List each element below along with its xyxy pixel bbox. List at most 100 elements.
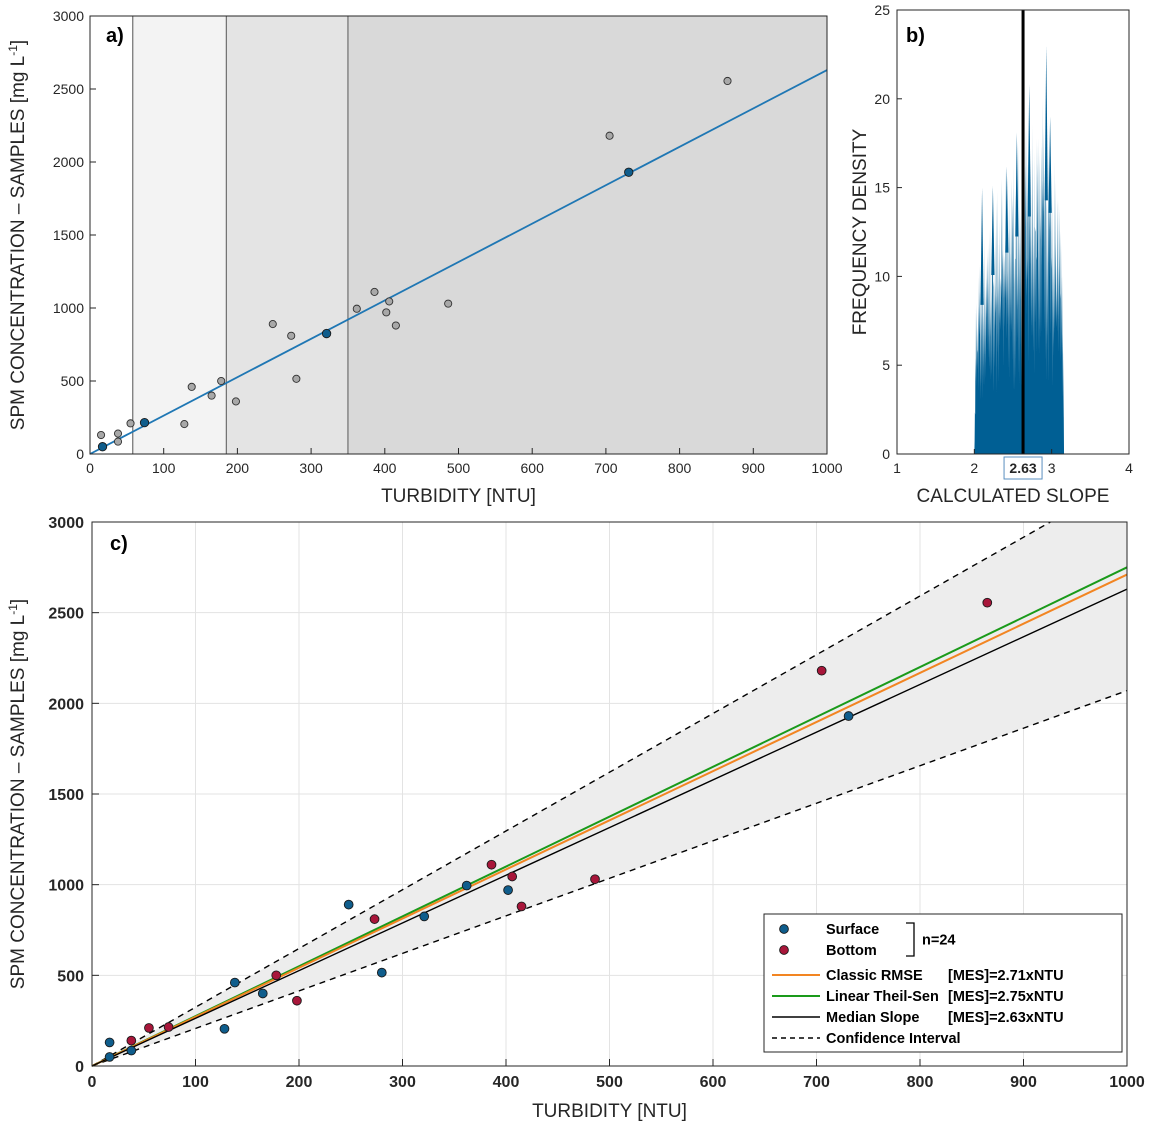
x-tick-label-5: 500 (447, 460, 471, 476)
gray-point-10 (287, 331, 296, 340)
legend-rmse-label: Classic RMSE (826, 968, 923, 984)
histogram-peak-5 (1044, 45, 1048, 201)
x-axis-label: TURBIDITY [NTU] (381, 486, 536, 507)
histogram-peak-4 (1027, 84, 1031, 217)
panel-a-turbidity-scatter: 0 100 200 300 400 500 600 700 800 900 1000 0 500 1000… (6, 8, 843, 507)
fit-line (89, 69, 828, 455)
y-tick-label-2: 10 (874, 268, 890, 284)
surface-point-10 (503, 885, 513, 895)
highlight-point-1 (139, 417, 150, 428)
legend-confidence-interval-label: Confidence Interval (826, 1031, 961, 1047)
gray-point-8 (231, 397, 240, 406)
y-tick-label-2: 1000 (48, 878, 84, 895)
surface-point-7 (376, 967, 387, 978)
bottom-point-8 (516, 901, 527, 912)
surface-point-1 (104, 1037, 115, 1048)
panel-label-c: c) (110, 533, 128, 555)
legend: Surface Bottom n=24 Classic RMSE [MES]=2.71x… (763, 913, 1123, 1053)
bottom-point-10 (816, 665, 827, 676)
y-tick-label-5: 2500 (48, 606, 84, 623)
zone-1 (132, 16, 227, 454)
gray-point-19 (723, 76, 732, 86)
panel-b-slope-histogram: 1 2 3 4 0 5 10 15 20 25 2.63 CALCULATED SLOPE FREQUE… (850, 2, 1133, 507)
bottom-point-1 (144, 1023, 154, 1033)
x-tick-label-2: 200 (286, 1074, 313, 1091)
x-tick-label-0: 0 (88, 1074, 97, 1091)
x-tick-label-7: 700 (594, 460, 618, 476)
x-tick-label-7: 700 (803, 1074, 830, 1091)
y-axis-label: SPM CONCENTRATION – SAMPLES [mg L-1] (6, 40, 29, 430)
confidence-upper-line (91, 521, 1051, 1067)
surface-point-0 (104, 1052, 115, 1062)
histogram-peak-2 (1005, 166, 1009, 253)
y-tick-label-6: 3000 (48, 515, 84, 532)
surface-point-9 (461, 880, 472, 891)
bottom-point-5 (369, 914, 380, 924)
histogram-peak-0 (980, 187, 984, 305)
surface-point-2 (126, 1045, 137, 1056)
x-tick-label-3: 300 (389, 1074, 416, 1091)
x-axis-label: TURBIDITY [NTU] (532, 1101, 687, 1122)
legend-theil-sen-label: Linear Theil-Sen (826, 989, 939, 1005)
x-tick-label-8: 800 (668, 460, 692, 476)
legend-median-slope-equation: [MES]=2.63xNTU (948, 1010, 1064, 1026)
zone-2 (226, 16, 348, 454)
x-tick-label-9: 900 (742, 460, 766, 476)
x-tick-label-4: 400 (493, 1074, 520, 1091)
surface-point-3 (219, 1023, 230, 1034)
gray-point-12 (352, 304, 361, 313)
legend-box (763, 913, 1123, 1053)
legend-bottom-marker (779, 945, 789, 955)
bottom-point-9 (590, 874, 600, 885)
histogram-peak-3 (1015, 132, 1019, 237)
gray-point-7 (217, 376, 226, 386)
highlight-point-3 (624, 167, 634, 177)
y-tick-label-5: 2500 (53, 81, 84, 97)
y-tick-label-0: 0 (75, 1059, 84, 1076)
gray-point-5 (187, 382, 196, 391)
legend-surface-label: Surface (826, 922, 879, 938)
y-tick-label-2: 1000 (53, 300, 84, 316)
y-tick-label-0: 0 (882, 446, 890, 462)
gray-point-9 (268, 320, 277, 329)
x-tick-label-10: 1000 (811, 460, 842, 476)
y-tick-label-4: 20 (874, 91, 890, 107)
plot-frame (896, 9, 1130, 455)
y-axis-label: SPM CONCENTRATION – SAMPLES [mg L-1] (6, 599, 29, 989)
panel-label-a: a) (106, 25, 124, 47)
x-tick-label-8: 800 (907, 1074, 934, 1091)
x-tick-label-1: 100 (152, 460, 176, 476)
y-tick-label-6: 3000 (53, 8, 84, 24)
surface-point-4 (229, 977, 240, 988)
histogram-area (974, 98, 1065, 454)
y-tick-label-4: 2000 (53, 154, 84, 170)
y-tick-label-1: 500 (57, 968, 84, 985)
median-value-box (1003, 456, 1043, 480)
median-value-label: 2.63 (1009, 460, 1036, 476)
x-tick-label-9: 900 (1010, 1074, 1037, 1091)
y-tick-label-1: 5 (882, 357, 890, 373)
x-tick-label-10: 1000 (1109, 1074, 1145, 1091)
confidence-band (92, 522, 1127, 1066)
bottom-point-3 (271, 970, 282, 981)
bottom-point-2 (163, 1022, 174, 1032)
x-tick-label-2: 200 (226, 460, 250, 476)
x-tick-label-1: 100 (182, 1074, 209, 1091)
gray-point-16 (391, 321, 400, 330)
highlight-point-2 (321, 328, 332, 339)
surface-point-5 (257, 988, 268, 999)
y-axis-label: FREQUENCY DENSITY (850, 128, 871, 335)
gray-point-15 (385, 297, 394, 306)
legend-bottom-label: Bottom (826, 943, 877, 959)
bottom-point-6 (486, 859, 497, 870)
x-tick-label-6: 600 (521, 460, 545, 476)
x-tick-label-5: 500 (596, 1074, 623, 1091)
gray-point-4 (180, 420, 189, 429)
y-tick-label-3: 1500 (48, 787, 84, 804)
x-axis-label: CALCULATED SLOPE (917, 486, 1110, 507)
x-tick-label-3: 4 (1125, 460, 1133, 476)
median-slope-line (91, 588, 1128, 1067)
gray-point-2 (113, 429, 123, 438)
gray-point-11 (292, 374, 301, 383)
gray-point-13 (370, 287, 379, 296)
